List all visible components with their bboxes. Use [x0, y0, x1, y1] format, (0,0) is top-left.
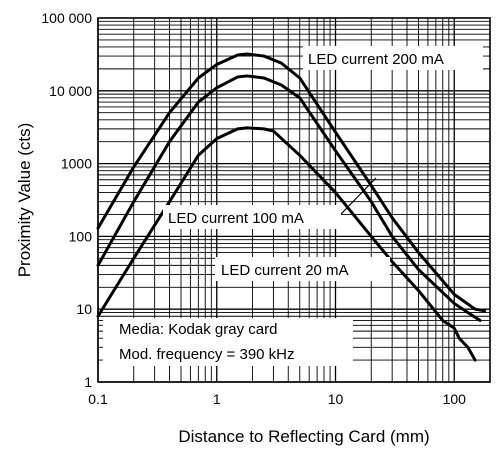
series-group	[96, 52, 487, 362]
media-note-box	[103, 318, 353, 366]
series-label-20ma: LED current 20 mA	[221, 262, 349, 279]
series-line-2	[96, 74, 482, 322]
annotations: LED current 200 mA LED current 100 mA LED …	[103, 46, 483, 366]
x-tick-label: 100	[443, 391, 467, 407]
x-tick-label: 0.1	[88, 391, 108, 407]
series-line-3	[96, 126, 477, 362]
label-box-20ma	[215, 257, 390, 281]
y-tick-label: 100 000	[41, 10, 92, 26]
y-axis-title: Proximity Value (cts)	[15, 123, 34, 278]
media-note: Media: Kodak gray card	[119, 321, 277, 338]
series-label-100ma: LED current 100 mA	[168, 210, 304, 227]
frequency-note: Mod. frequency = 390 kHz	[119, 346, 295, 363]
y-tick-label: 10 000	[49, 83, 92, 99]
plot-frame	[97, 17, 491, 383]
y-tick-label: 1000	[61, 156, 92, 172]
label-box-100ma	[163, 205, 341, 229]
series-line-1	[96, 52, 487, 313]
x-axis-title: Distance to Reflecting Card (mm)	[178, 427, 429, 446]
leader-line-100ma	[340, 177, 377, 215]
x-tick-label: 1	[213, 391, 221, 407]
y-tick-label: 10	[76, 301, 92, 317]
label-box-200ma	[303, 46, 483, 70]
x-tick-label: 10	[328, 391, 344, 407]
series-label-200ma: LED current 200 mA	[308, 51, 444, 68]
y-tick-label: 1	[84, 374, 92, 390]
y-tick-label: 100	[69, 228, 93, 244]
